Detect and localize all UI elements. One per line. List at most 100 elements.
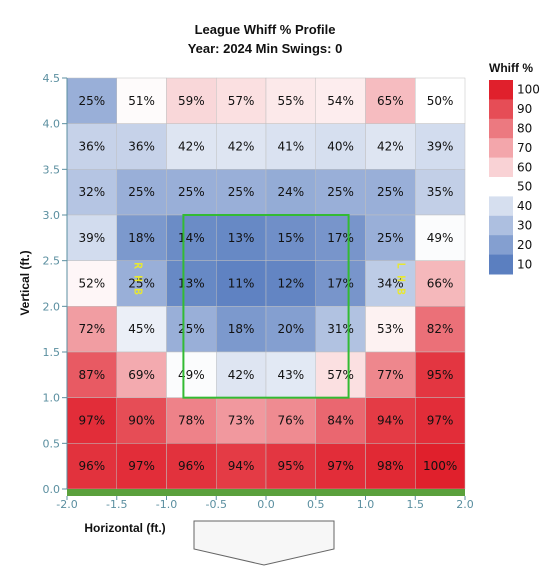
heatmap-cell (415, 123, 466, 170)
batter-mark-letter: L (394, 262, 407, 269)
heatmap-cell (365, 214, 416, 261)
heatmap-cell (66, 443, 117, 490)
y-tick-label: 3.5 (43, 163, 61, 176)
heatmap-cell (265, 214, 316, 261)
heatmap-cell (365, 260, 416, 307)
heatmap-cell (365, 169, 416, 216)
cell-value-label: 76% (278, 414, 305, 428)
heatmap-cell (265, 351, 316, 398)
cell-value-label: 17% (327, 277, 354, 291)
heatmap-cell (216, 443, 267, 490)
cell-value-label: 25% (79, 94, 106, 108)
batter-mark-letter: H (394, 275, 407, 282)
cell-value-label: 96% (178, 459, 205, 473)
cell-value-label: 36% (128, 140, 155, 154)
legend-tick-label: 50 (517, 180, 532, 194)
cell-value-label: 87% (79, 368, 106, 382)
heatmap-cell (415, 306, 466, 353)
legend-tick-label: 90 (517, 102, 532, 116)
heatmap-cell (66, 77, 117, 124)
heatmap-cell (216, 214, 267, 261)
cell-value-label: 77% (377, 368, 404, 382)
legend-swatch (489, 235, 513, 256)
heatmap-cell (415, 260, 466, 307)
batter-mark-letter: R (132, 262, 145, 269)
heatmap-cell (166, 169, 217, 216)
cell-value-label: 25% (178, 185, 205, 199)
cell-value-label: 13% (228, 231, 255, 245)
cell-value-label: 51% (128, 94, 155, 108)
cell-value-label: 42% (228, 368, 255, 382)
cell-value-label: 40% (327, 140, 354, 154)
y-tick-label: 2.5 (43, 255, 61, 268)
heatmap-cell (315, 397, 366, 444)
strike-zone-box (182, 214, 350, 399)
heatmap-cell (265, 123, 316, 170)
heatmap-cell (265, 169, 316, 216)
cell-value-label: 14% (178, 231, 205, 245)
x-tick-label: 0.0 (257, 498, 275, 511)
cell-value-label: 35% (427, 185, 454, 199)
cell-value-label: 20% (278, 322, 305, 336)
heatmap-cell (66, 397, 117, 444)
cell-value-label: 65% (377, 94, 404, 108)
y-tick-label: 3.0 (43, 209, 61, 222)
heatmap-cell (116, 351, 167, 398)
heatmap-cell (216, 169, 267, 216)
cell-value-label: 36% (79, 140, 106, 154)
legend-swatch (489, 254, 513, 275)
cell-value-label: 100% (423, 459, 457, 473)
cell-value-label: 94% (377, 414, 404, 428)
cell-value-label: 98% (377, 459, 404, 473)
cell-value-label: 34% (377, 277, 404, 291)
y-axis-label: Vertical (ft.) (18, 250, 32, 315)
legend-swatch (489, 138, 513, 159)
y-tick-label: 1.0 (43, 392, 61, 405)
y-tick-label: 1.5 (43, 346, 61, 359)
x-tick-label: -0.5 (206, 498, 227, 511)
heatmap-cell (116, 169, 167, 216)
heatmap-cell (365, 306, 416, 353)
legend-swatch (489, 215, 513, 236)
legend-tick-label: 80 (517, 122, 532, 136)
heatmap-cell (166, 214, 217, 261)
legend-tick-label: 10 (517, 257, 532, 271)
heatmap-cell (415, 397, 466, 444)
y-tick-label: 2.0 (43, 300, 61, 313)
legend-tick-label: 30 (517, 219, 532, 233)
cell-value-label: 97% (327, 459, 354, 473)
strike-zone-layer: R H B LHB (132, 214, 407, 399)
ground-strip (67, 489, 465, 496)
cell-value-label: 15% (278, 231, 305, 245)
chart-subtitle: Year: 2024 Min Swings: 0 (188, 41, 343, 56)
heatmap-cell (66, 214, 117, 261)
legend-swatch (489, 118, 513, 139)
x-tick-label: -2.0 (56, 498, 77, 511)
legend-swatch (489, 99, 513, 120)
x-tick-label: -1.0 (156, 498, 177, 511)
y-tick-label: 4.0 (43, 118, 61, 131)
batter-side-mark: LHB (394, 262, 407, 295)
cell-value-label: 97% (427, 414, 454, 428)
y-tick-label: 0.0 (43, 483, 61, 496)
heatmap-cell (216, 123, 267, 170)
cell-value-label: 45% (128, 322, 155, 336)
cell-value-label: 18% (128, 231, 155, 245)
cell-value-label: 78% (178, 414, 205, 428)
heatmap-cell (315, 351, 366, 398)
heatmap-cell (265, 77, 316, 124)
cell-value-label: 59% (178, 94, 205, 108)
cell-value-label: 42% (377, 140, 404, 154)
cell-value-label: 42% (178, 140, 205, 154)
heatmap-cell (315, 169, 366, 216)
heatmap-cell (365, 351, 416, 398)
cell-value-label: 11% (228, 277, 255, 291)
heatmap-cell (66, 306, 117, 353)
cell-value-label: 73% (228, 414, 255, 428)
cell-value-label: 57% (327, 368, 354, 382)
cell-value-label: 52% (79, 277, 106, 291)
home-plate-shape (193, 520, 335, 566)
heatmap-cell (415, 169, 466, 216)
batter-mark-letter: B (132, 288, 145, 295)
